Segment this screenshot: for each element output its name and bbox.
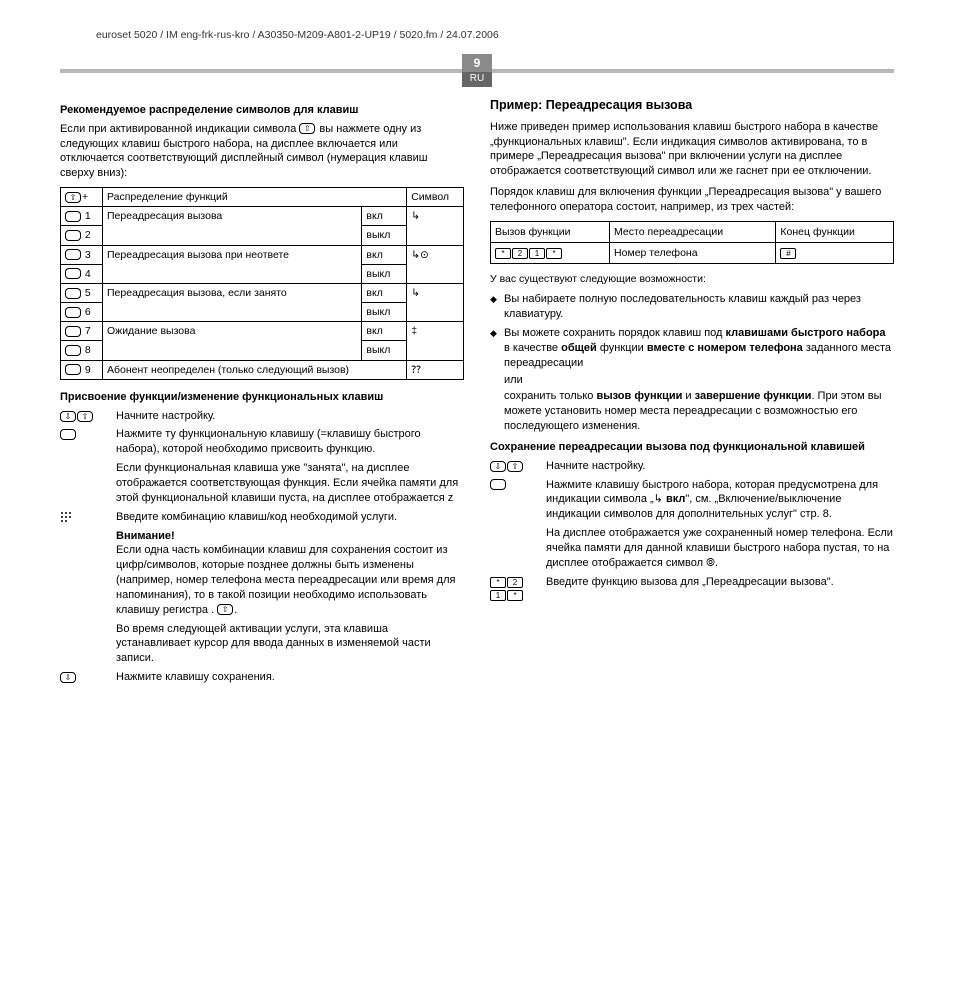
left-h2: Присвоение функции/изменение функциональ… [60,390,464,405]
right-h1: Пример: Переадресация вызова [490,97,894,114]
options-list: Вы набираете полную последовательность к… [490,292,894,434]
key-icon [490,479,506,490]
lang-code: RU [462,72,492,87]
star-key-icon: * [490,577,506,588]
right-column: Пример: Переадресация вызова Ниже привед… [490,97,894,689]
header-meta: euroset 5020 / IM eng-frk-rus-kro / A303… [96,28,894,42]
store-key-icon: ⇩ [60,672,76,683]
digit-key-icon: 1 [490,590,506,601]
key-icon [65,288,81,299]
shift-key-icon: ⇧ [507,461,523,472]
right-p3: У вас существуют следующие возможности: [490,272,894,286]
key-icon [65,345,81,356]
key-icon [65,268,81,279]
sequence-table: Вызов функции Место переадресации Конец … [490,221,894,264]
left-h1: Рекомендуемое распределение символов для… [60,103,464,118]
left-steps: ⇩⇧ Начните настройку. Нажмите ту функцио… [60,409,464,685]
digit-key-icon: 2 [507,577,523,588]
shift-key-icon: ⇧ [77,411,93,422]
key-icon [65,364,81,375]
key-icon [60,429,76,440]
keypad-icon [60,511,72,523]
digit-key-icon: 2 [512,248,528,259]
key-icon [65,211,81,222]
key-icon [65,249,81,260]
star-key-icon: * [507,590,523,601]
digit-key-icon: 1 [529,248,545,259]
shift-key-icon: ⇧ [299,123,315,134]
star-key-icon: * [546,248,562,259]
key-icon [65,326,81,337]
list-item: Вы набираете полную последовательность к… [490,292,894,322]
right-steps: ⇩⇧ Начните настройку. Нажмите клавишу бы… [490,459,894,603]
star-key-icon: * [495,248,511,259]
symbol-table: ⇧+ Распределение функций Символ 1 Переад… [60,187,464,380]
store-key-icon: ⇩ [490,461,506,472]
left-column: Рекомендуемое распределение символов для… [60,97,464,689]
shift-key-icon: ⇧ [65,192,81,203]
right-p2: Порядок клавиш для включения функции „Пе… [490,185,894,215]
right-h2: Сохранение переадресации вызова под функ… [490,440,894,455]
key-icon [65,307,81,318]
left-p1: Если при активированной индикации символ… [60,122,464,181]
hash-key-icon: # [780,248,796,259]
key-icon [65,230,81,241]
shift-key-icon: ⇧ [217,604,233,615]
page-number: 9 [462,54,492,72]
right-p1: Ниже приведен пример использования клави… [490,120,894,179]
page-divider: 9 RU [60,54,894,87]
store-key-icon: ⇩ [60,411,76,422]
list-item: Вы можете сохранить порядок клавиш под к… [490,326,894,434]
